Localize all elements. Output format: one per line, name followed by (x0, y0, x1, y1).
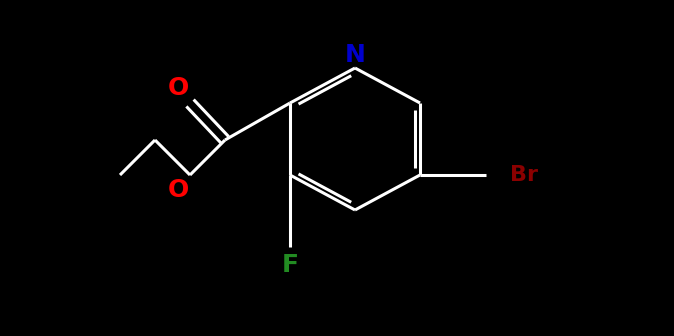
Text: N: N (344, 43, 365, 67)
Text: Br: Br (510, 165, 538, 185)
Text: O: O (167, 76, 189, 100)
Text: F: F (282, 253, 299, 277)
Text: O: O (167, 178, 189, 202)
